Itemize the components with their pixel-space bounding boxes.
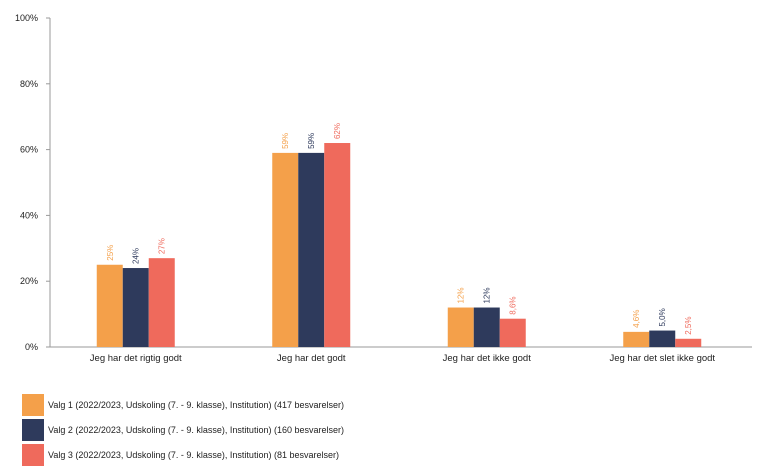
bar-series-3 — [148, 258, 175, 347]
legend-item-series-3: Valg 3 (2022/2023, Udskoling (7. - 9. kl… — [22, 444, 344, 466]
data-label-series-2: 24% — [132, 248, 141, 264]
bar-series-2 — [649, 330, 676, 347]
y-tick-label: 20% — [20, 276, 38, 286]
bar-series-3 — [675, 338, 702, 347]
data-label-series-1: 12% — [457, 288, 466, 304]
legend-item-series-2: Valg 2 (2022/2023, Udskoling (7. - 9. kl… — [22, 419, 344, 441]
data-label-series-3: 62% — [333, 123, 342, 139]
data-label-series-3: 2,5% — [684, 317, 693, 335]
x-category-label: Jeg har det slet ikke godt — [609, 353, 715, 364]
legend-swatch-series-3 — [22, 444, 44, 466]
bar-series-3 — [324, 143, 351, 347]
bar-series-3 — [499, 318, 526, 347]
legend-item-series-1: Valg 1 (2022/2023, Udskoling (7. - 9. kl… — [22, 394, 344, 416]
data-label-series-3: 8,6% — [509, 296, 518, 314]
x-category-label: Jeg har det rigtig godt — [90, 353, 182, 364]
legend: Valg 1 (2022/2023, Udskoling (7. - 9. kl… — [22, 394, 344, 471]
bar-series-1 — [272, 152, 299, 347]
data-label-series-2: 12% — [483, 288, 492, 304]
bar-series-1 — [623, 331, 650, 347]
legend-swatch-series-1 — [22, 394, 44, 416]
bar-series-2 — [298, 152, 325, 347]
bar-series-1 — [96, 264, 123, 347]
legend-label-series-3: Valg 3 (2022/2023, Udskoling (7. - 9. kl… — [48, 450, 339, 460]
y-tick-label: 100% — [15, 13, 38, 23]
data-label-series-3: 27% — [158, 238, 167, 254]
bar-series-2 — [473, 307, 500, 347]
data-label-series-2: 5,0% — [658, 308, 667, 326]
data-label-series-1: 25% — [106, 245, 115, 261]
chart-plot: 0% 20% 40% 60% 80% 100% Jeg har det rigtig god… — [15, 13, 752, 364]
y-tick-label: 80% — [20, 79, 38, 89]
data-label-series-1: 59% — [281, 133, 290, 149]
y-tick-label: 60% — [20, 145, 38, 155]
legend-label-series-2: Valg 2 (2022/2023, Udskoling (7. - 9. kl… — [48, 425, 344, 435]
data-label-series-2: 59% — [307, 133, 316, 149]
bar-series-2 — [122, 268, 149, 347]
data-label-series-1: 4,6% — [632, 310, 641, 328]
legend-swatch-series-2 — [22, 419, 44, 441]
y-tick-label: 40% — [20, 210, 38, 220]
legend-label-series-1: Valg 1 (2022/2023, Udskoling (7. - 9. kl… — [48, 400, 344, 410]
bar-series-1 — [447, 307, 474, 347]
x-category-label: Jeg har det ikke godt — [443, 353, 532, 364]
y-tick-label: 0% — [25, 342, 38, 352]
x-category-label: Jeg har det godt — [277, 353, 346, 364]
